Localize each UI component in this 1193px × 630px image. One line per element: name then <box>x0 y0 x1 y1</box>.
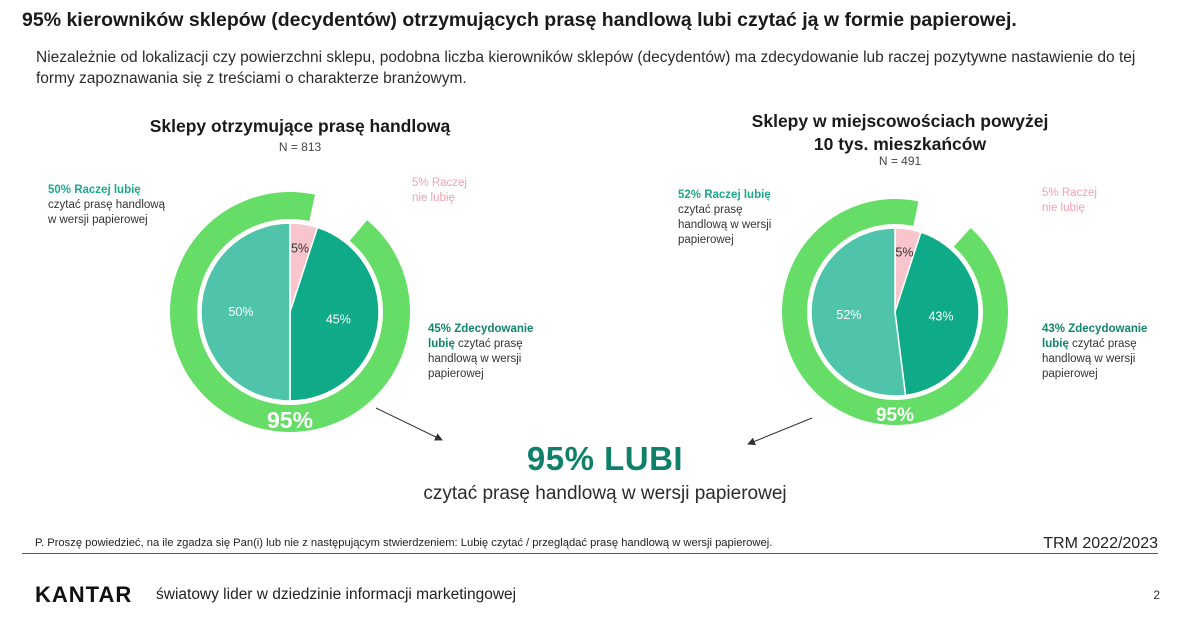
slice-label-like-strong-2: 43% <box>928 309 953 323</box>
slice-label-like-strong-1: 45% <box>326 313 351 327</box>
chart2-title: Sklepy w miejscowościach powyżej 10 tys.… <box>751 111 1049 154</box>
kantar-logo: KANTAR <box>35 582 133 607</box>
slice-label-dislike-rather-1: 5% <box>291 242 309 256</box>
arrow-right <box>747 417 813 446</box>
chart2-label-like-rather-bold: 52% Raczej lubię <box>678 189 771 201</box>
chart2-label-dislike: 5% Raczej nie lubię <box>1042 187 1097 214</box>
ring-total-label-2: 95% <box>876 405 914 426</box>
footer-divider <box>22 553 1158 554</box>
subtext: Niezależnie od lokalizacji czy powierzch… <box>36 49 1136 87</box>
chart1-label-like-rather-text: czytać prasę handlową w wersji papierowe… <box>48 199 165 226</box>
chart2-label-like-strong: 43% Zdecydowanie lubię czytać prasę hand… <box>1042 322 1162 382</box>
pie-chart-2: 52% 5% 43% 95% <box>782 199 1008 426</box>
slice-like-strong-2 <box>894 231 980 397</box>
big-stat-subtitle: czytać prasę handlową w wersji papierowe… <box>423 483 787 504</box>
chart1-label-like-rather: 50% Raczej lubię czytać prasę handlową w… <box>48 183 168 228</box>
tagline: światowy lider w dziedzinie informacji m… <box>156 586 517 603</box>
slice-label-like-rather-1: 50% <box>229 305 254 319</box>
source-label: TRM 2022/2023 <box>1043 535 1158 552</box>
slice-like-rather-2 <box>810 227 907 397</box>
chart2-label-like-rather: 52% Raczej lubię czytać prasę handlową w… <box>678 188 793 248</box>
pie-chart-1: 50% 5% 45% 95% <box>170 192 410 433</box>
chart1-label-like-strong-text: czytać prasę handlową w wersji papierowe… <box>428 338 523 380</box>
chart2-label-like-strong-bold: 43% Zdecydowanie lubię <box>1042 323 1148 350</box>
pie-border-2 <box>807 224 983 400</box>
pie-border-1 <box>197 219 383 405</box>
chart2-label-like-rather-text: czytać prasę handlową w wersji papierowe… <box>678 204 772 246</box>
question-footnote: P. Proszę powiedzieć, na ile zgadza się … <box>35 537 773 549</box>
chart2-label-like-strong-text: czytać prasę handlową w wersji papierowe… <box>1042 338 1137 380</box>
slice-like-rather-1 <box>200 222 291 402</box>
arrow-left <box>375 407 443 441</box>
chart2-n: N = 491 <box>878 154 922 168</box>
slice-label-dislike-rather-2: 5% <box>895 245 913 259</box>
chart1-label-dislike: 5% Raczej nie lubię <box>412 177 467 204</box>
headline: 95% kierowników sklepów (decydentów) otr… <box>22 9 1017 31</box>
chart1-n: N = 813 <box>278 140 322 154</box>
slice-like-strong-1 <box>289 226 380 402</box>
chart1-label-like-strong-bold: 45% Zdecydowanie lubię <box>428 323 534 350</box>
slice-label-like-rather-2: 52% <box>836 308 861 322</box>
chart1-title: Sklepy otrzymujące prasę handlową <box>149 116 451 136</box>
chart1-label-like-strong: 45% Zdecydowanie lubię czytać prasę hand… <box>428 322 558 382</box>
page-number: 2 <box>1153 588 1160 602</box>
big-stat: 95% LUBI <box>526 440 684 477</box>
ring-total-label-1: 95% <box>267 407 313 433</box>
chart1-label-like-rather-bold: 50% Raczej lubię <box>48 184 141 196</box>
